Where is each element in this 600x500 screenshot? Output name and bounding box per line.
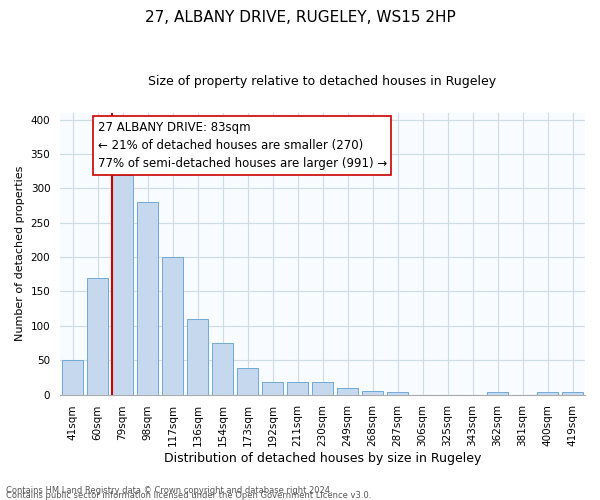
Bar [162,257,183,394]
Bar [112,174,133,394]
Bar [287,382,308,394]
Bar [312,382,333,394]
Bar [262,382,283,394]
Bar [387,392,408,394]
Bar [87,278,108,394]
Bar [562,392,583,394]
Bar [137,202,158,394]
Bar [337,388,358,394]
Bar [237,368,258,394]
Text: Contains public sector information licensed under the Open Government Licence v3: Contains public sector information licen… [6,491,371,500]
Title: Size of property relative to detached houses in Rugeley: Size of property relative to detached ho… [148,75,497,88]
Text: Contains HM Land Registry data © Crown copyright and database right 2024.: Contains HM Land Registry data © Crown c… [6,486,332,495]
Bar [187,319,208,394]
Text: 27 ALBANY DRIVE: 83sqm
← 21% of detached houses are smaller (270)
77% of semi-de: 27 ALBANY DRIVE: 83sqm ← 21% of detached… [98,121,387,170]
Bar [537,392,558,394]
Bar [62,360,83,394]
Y-axis label: Number of detached properties: Number of detached properties [15,166,25,342]
Bar [362,391,383,394]
Text: 27, ALBANY DRIVE, RUGELEY, WS15 2HP: 27, ALBANY DRIVE, RUGELEY, WS15 2HP [145,10,455,25]
Bar [212,343,233,394]
Bar [487,392,508,394]
X-axis label: Distribution of detached houses by size in Rugeley: Distribution of detached houses by size … [164,452,481,465]
